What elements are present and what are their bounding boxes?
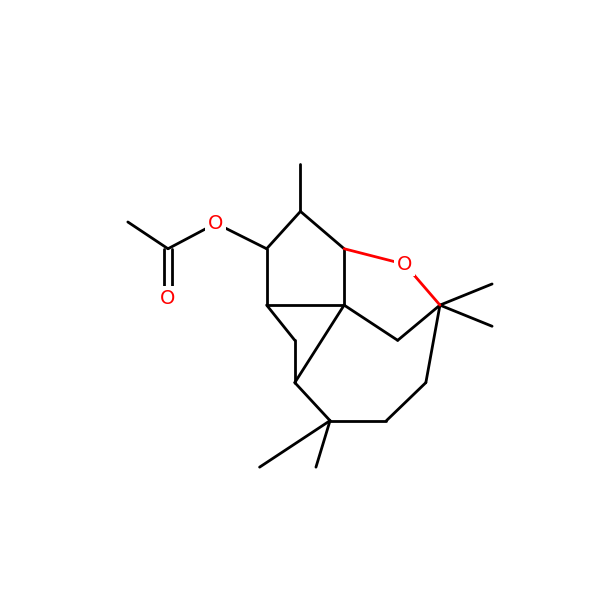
Text: O: O [397, 255, 412, 274]
Text: O: O [160, 289, 176, 308]
Text: O: O [208, 214, 224, 233]
